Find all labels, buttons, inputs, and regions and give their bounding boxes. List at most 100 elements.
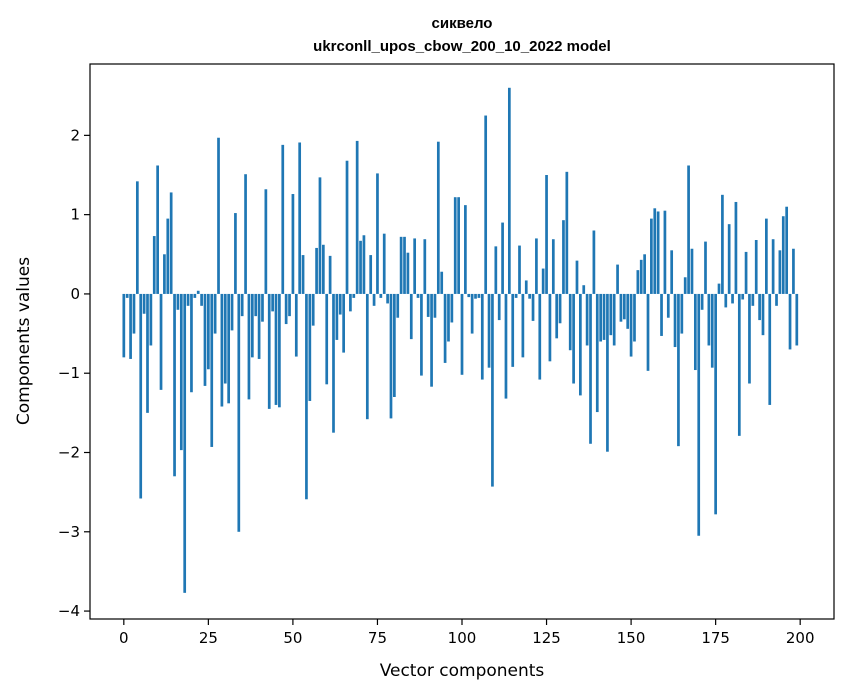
bar-113	[504, 293, 508, 399]
bar-124	[541, 268, 545, 294]
bar-108	[487, 293, 491, 368]
bar-158	[656, 211, 660, 294]
bar-69	[355, 140, 359, 294]
bar-188	[758, 293, 761, 321]
bar-197	[788, 293, 792, 350]
bar-120	[528, 293, 531, 299]
x-axis-ticks: 0 25 50 75 100 125 150 175 200	[119, 619, 815, 647]
bar-89	[423, 239, 427, 294]
bar-161	[666, 293, 670, 318]
x-tick-label: 25	[199, 629, 218, 647]
bar-51	[294, 293, 298, 357]
bar-115	[511, 293, 515, 367]
bar-30	[223, 293, 227, 384]
chart-title-line1: сиквело	[432, 15, 493, 32]
bar-193	[775, 293, 778, 306]
bar-78	[386, 293, 389, 304]
bar-123	[538, 293, 542, 380]
bar-38	[250, 293, 254, 358]
bar-119	[524, 280, 528, 294]
bar-154	[643, 254, 646, 294]
bar-5	[139, 293, 143, 499]
bar-191	[768, 293, 772, 405]
bar-147	[619, 293, 623, 322]
bar-23	[200, 293, 203, 306]
bar-98	[453, 197, 457, 294]
bar-47	[281, 144, 285, 294]
bar-186	[751, 293, 755, 306]
bar-85	[409, 293, 413, 340]
bar-0	[122, 293, 126, 358]
y-tick-label: −2	[58, 444, 80, 462]
bar-41	[261, 293, 264, 322]
bar-10	[156, 165, 159, 294]
bar-18	[183, 293, 187, 593]
bar-167	[687, 165, 690, 294]
y-tick-label: 1	[70, 206, 80, 224]
bar-148	[622, 293, 626, 320]
bar-96	[447, 293, 450, 342]
bar-135	[579, 293, 582, 396]
y-axis-ticks: −4 −3 −2 −1 0 1 2	[58, 126, 90, 620]
bar-12	[163, 254, 166, 294]
bar-80	[393, 293, 396, 397]
bar-179	[727, 224, 731, 294]
bar-102	[467, 293, 471, 298]
bar-137	[585, 293, 589, 346]
bar-126	[548, 293, 552, 362]
bar-93	[436, 141, 440, 294]
bar-129	[558, 293, 562, 324]
bar-53	[301, 255, 305, 294]
bar-76	[379, 293, 383, 298]
bar-171	[700, 293, 704, 310]
bar-105	[477, 293, 481, 298]
x-tick-label: 100	[448, 629, 477, 647]
bar-77	[382, 233, 386, 294]
bar-156	[650, 218, 653, 294]
y-tick-label: −1	[58, 364, 80, 382]
bar-182	[737, 293, 741, 436]
bar-62	[332, 293, 335, 433]
bar-198	[792, 248, 795, 294]
bar-88	[420, 293, 423, 376]
bar-54	[305, 293, 308, 500]
bar-134	[575, 260, 579, 294]
bar-133	[572, 293, 575, 384]
bar-149	[626, 293, 630, 329]
bar-169	[693, 293, 697, 371]
bar-138	[589, 293, 592, 444]
bar-8	[149, 293, 153, 346]
bar-19	[186, 293, 190, 306]
bar-117	[518, 245, 521, 294]
bar-68	[352, 293, 356, 298]
x-tick-label: 125	[532, 629, 561, 647]
bar-87	[416, 293, 420, 298]
bar-64	[338, 293, 342, 315]
chart-title-line2: ukrconll_upos_cbow_200_10_2022 model	[313, 38, 611, 55]
x-tick-label: 150	[617, 629, 646, 647]
bar-40	[257, 293, 261, 359]
bar-131	[565, 171, 569, 294]
bar-32	[230, 293, 234, 331]
bar-109	[491, 293, 494, 487]
bar-199	[795, 293, 799, 346]
bar-195	[781, 216, 785, 294]
bar-65	[342, 293, 345, 353]
bar-146	[616, 264, 619, 294]
bar-130	[562, 220, 565, 294]
bar-95	[443, 293, 447, 363]
bar-66	[345, 160, 349, 294]
bar-176	[717, 283, 721, 294]
bar-127	[551, 239, 555, 294]
x-tick-label: 200	[786, 629, 815, 647]
bar-151	[633, 293, 636, 342]
bar-90	[426, 293, 430, 317]
bar-14	[169, 192, 173, 294]
bar-173	[707, 293, 711, 346]
bar-16	[176, 293, 180, 310]
bar-11	[159, 293, 163, 390]
bar-9	[152, 236, 156, 294]
bar-125	[545, 175, 548, 294]
bar-168	[690, 248, 694, 294]
